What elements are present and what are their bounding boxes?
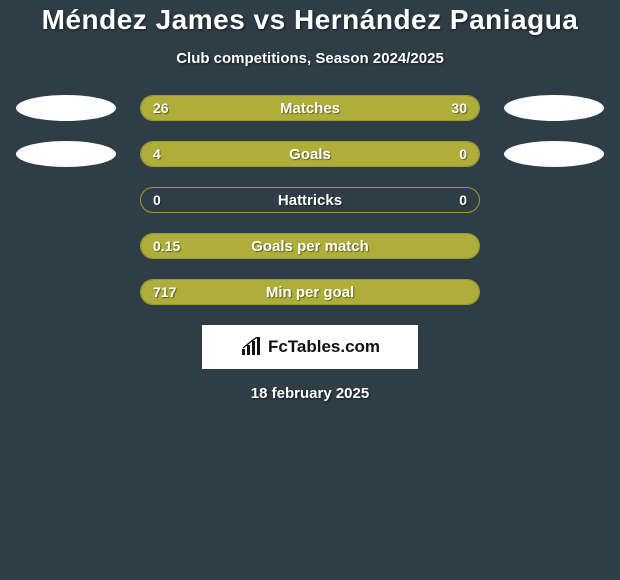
left-ellipse-slot <box>10 279 122 305</box>
left-ellipse-slot <box>10 95 122 121</box>
stat-rows: 26 Matches 30 4 Goals 0 <box>0 95 620 305</box>
stat-bar: 0 Hattricks 0 <box>140 187 480 213</box>
stat-bar: 0.15 Goals per match <box>140 233 480 259</box>
left-ellipse-slot <box>10 141 122 167</box>
player-ellipse-left <box>16 141 116 167</box>
stat-fill-left <box>141 142 401 166</box>
left-ellipse-slot <box>10 233 122 259</box>
brand-name: FcTables.com <box>268 337 380 357</box>
right-ellipse-slot <box>498 233 610 259</box>
stat-value-right: 0 <box>459 188 467 212</box>
stat-row: 0 Hattricks 0 <box>0 187 620 213</box>
page-title: Méndez James vs Hernández Paniagua <box>0 4 620 36</box>
subtitle: Club competitions, Season 2024/2025 <box>0 50 620 67</box>
stat-fill-left <box>141 96 298 120</box>
right-ellipse-slot <box>498 95 610 121</box>
right-ellipse-slot <box>498 279 610 305</box>
stat-label: Hattricks <box>141 188 479 212</box>
player-ellipse-right <box>504 141 604 167</box>
stat-bar: 4 Goals 0 <box>140 141 480 167</box>
right-ellipse-slot <box>498 187 610 213</box>
player-ellipse-left <box>16 95 116 121</box>
stat-fill-left <box>141 234 479 258</box>
stat-fill-right <box>401 142 479 166</box>
stat-bar: 26 Matches 30 <box>140 95 480 121</box>
bar-chart-icon <box>240 337 264 357</box>
date-line: 18 february 2025 <box>0 385 620 402</box>
stat-row: 4 Goals 0 <box>0 141 620 167</box>
stat-row: 717 Min per goal <box>0 279 620 305</box>
stat-value-left: 0 <box>153 188 161 212</box>
stat-row: 26 Matches 30 <box>0 95 620 121</box>
right-ellipse-slot <box>498 141 610 167</box>
stat-row: 0.15 Goals per match <box>0 233 620 259</box>
player-ellipse-right <box>504 95 604 121</box>
stat-fill-right <box>298 96 479 120</box>
brand-box: FcTables.com <box>202 325 418 369</box>
left-ellipse-slot <box>10 187 122 213</box>
comparison-card: Méndez James vs Hernández Paniagua Club … <box>0 0 620 402</box>
stat-bar: 717 Min per goal <box>140 279 480 305</box>
stat-fill-left <box>141 280 479 304</box>
